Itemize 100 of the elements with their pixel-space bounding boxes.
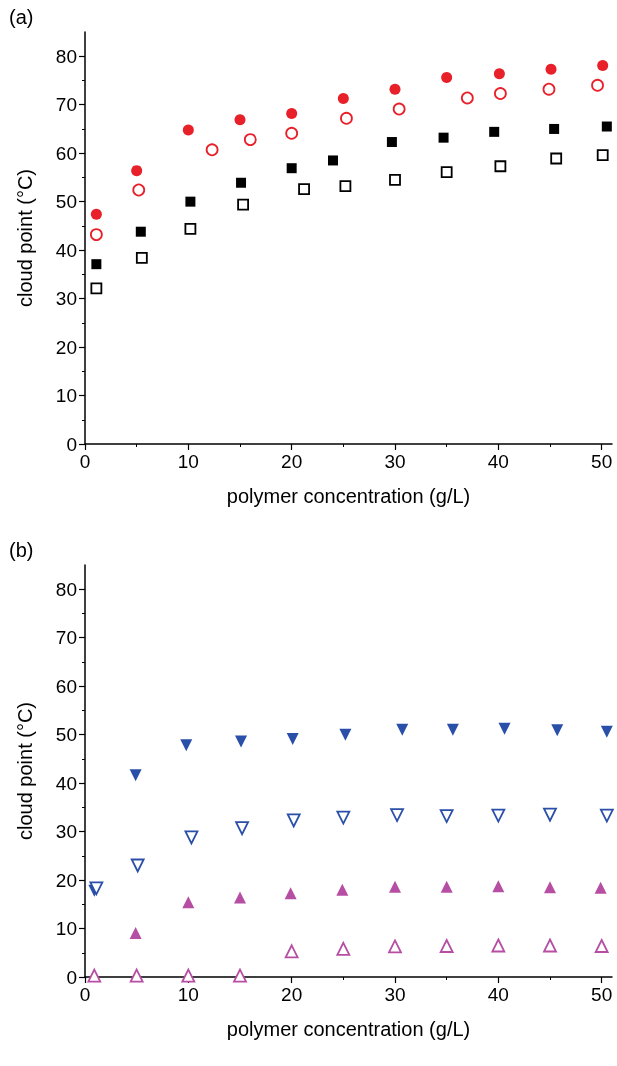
point (601, 121, 612, 132)
point (184, 222, 197, 235)
x-tick-label: 30 (384, 451, 406, 472)
point (441, 72, 453, 84)
point (87, 968, 102, 983)
point (339, 180, 352, 193)
point (91, 259, 102, 270)
point (182, 896, 195, 909)
point (440, 880, 453, 893)
point (543, 938, 557, 953)
point (386, 137, 397, 148)
point (234, 891, 246, 904)
point (491, 808, 506, 823)
point (594, 939, 609, 953)
point (90, 282, 103, 295)
y-tick-label: 10 (55, 385, 77, 407)
point (389, 880, 401, 893)
point (494, 160, 507, 173)
point (180, 739, 193, 752)
point (396, 723, 409, 736)
point (498, 722, 511, 735)
point (389, 173, 401, 186)
point (130, 858, 145, 873)
point (328, 155, 338, 166)
y-tick-label: 70 (55, 94, 77, 116)
y-tick-label: 30 (55, 288, 77, 310)
point (286, 813, 301, 828)
point (132, 183, 146, 197)
point (594, 881, 607, 894)
point (89, 228, 103, 241)
y-axis-title: cloud point (°C) (14, 701, 36, 841)
point (392, 102, 406, 116)
point (298, 183, 310, 195)
point (389, 83, 401, 95)
point (446, 723, 459, 736)
point (489, 126, 500, 137)
point (545, 63, 557, 75)
point (235, 735, 248, 748)
y-tick-label: 20 (55, 869, 77, 891)
point (336, 883, 349, 896)
point (131, 165, 143, 177)
point (185, 196, 196, 207)
point (286, 733, 299, 746)
point (340, 111, 353, 125)
y-tick-label: 10 (55, 918, 77, 940)
point (438, 132, 449, 143)
point (182, 124, 194, 136)
point (591, 78, 604, 92)
point (336, 941, 351, 956)
point (544, 881, 556, 894)
point (599, 808, 614, 823)
y-tick-label: 80 (55, 45, 77, 67)
point (286, 107, 298, 119)
point (337, 92, 349, 104)
point (234, 114, 246, 126)
point (205, 143, 219, 157)
point (596, 149, 609, 162)
point (181, 968, 196, 983)
point (460, 91, 474, 105)
point (550, 152, 563, 165)
x-tick-label: 30 (384, 984, 406, 1005)
point (285, 126, 299, 140)
point (236, 177, 247, 188)
point (600, 725, 613, 738)
x-tick-label: 50 (591, 451, 613, 472)
point (491, 938, 506, 953)
point (135, 226, 146, 237)
y-tick-label: 50 (55, 191, 77, 213)
point (549, 123, 560, 134)
point (440, 166, 453, 178)
x-axis-title: polymer concentration (g/L) (226, 1018, 471, 1040)
y-tick-label: 40 (55, 772, 77, 794)
x-tick-label: 40 (487, 451, 509, 472)
point (390, 808, 404, 823)
y-tick-label: 70 (55, 627, 77, 649)
y-tick-label: 0 (66, 433, 77, 455)
point (339, 728, 352, 741)
x-tick-label: 40 (487, 984, 509, 1005)
y-tick-label: 30 (55, 821, 77, 843)
x-tick-label: 10 (177, 984, 199, 1005)
y-tick-label: 50 (55, 724, 77, 746)
chart-title: (a) (9, 6, 34, 28)
y-axis-title: cloud point (°C) (14, 168, 36, 308)
x-tick-label: 0 (79, 451, 91, 472)
x-tick-label: 0 (79, 984, 91, 1005)
x-tick-label: 50 (591, 984, 613, 1005)
point (543, 807, 557, 822)
x-tick-label: 10 (177, 451, 199, 472)
point (184, 830, 199, 845)
point (493, 68, 505, 80)
x-tick-label: 20 (281, 451, 303, 472)
y-tick-label: 0 (66, 966, 77, 988)
point (494, 87, 507, 100)
point (439, 809, 454, 823)
point (439, 939, 454, 953)
point (235, 821, 249, 836)
point (542, 82, 556, 96)
chart-title: (b) (9, 539, 34, 561)
point (284, 944, 299, 959)
point (388, 939, 402, 954)
